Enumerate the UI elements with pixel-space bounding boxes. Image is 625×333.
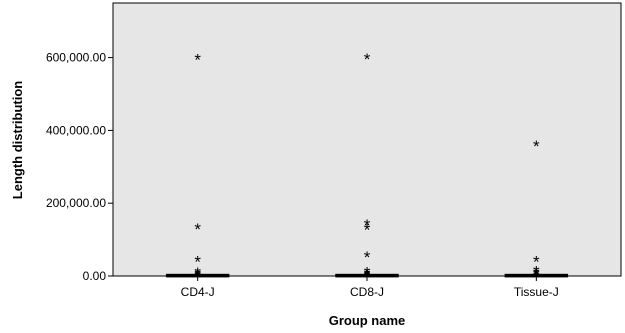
outlier-point: * — [533, 137, 540, 156]
outlier-point: * — [194, 220, 201, 239]
outlier-point: * — [533, 262, 540, 281]
y-tick-label: 400,000.00 — [46, 123, 106, 137]
outlier-point: * — [364, 221, 371, 240]
outlier-point: * — [194, 267, 201, 286]
y-tick-label: 200,000.00 — [46, 196, 106, 210]
outlier-point: * — [364, 265, 371, 284]
y-tick-label: 0.00 — [83, 269, 107, 283]
outlier-point: * — [194, 265, 201, 284]
x-tick-label: CD8-J — [350, 285, 384, 299]
box-series: ********************* — [165, 50, 569, 287]
box-cd8-j: ******** — [335, 50, 399, 287]
x-axis-title: Group name — [329, 313, 406, 328]
x-axis-ticks: CD4-J CD8-J Tissue-J — [181, 276, 559, 299]
outlier-point: * — [364, 268, 371, 287]
box-cd4-j: ******* — [165, 51, 230, 287]
x-tick-label: Tissue-J — [514, 285, 559, 299]
outlier-point: * — [364, 216, 371, 235]
outlier-point: * — [533, 253, 540, 272]
plot-area — [112, 2, 622, 277]
outlier-point: * — [533, 268, 540, 287]
box-tissue-j: ****** — [504, 137, 569, 287]
outlier-point: * — [364, 248, 371, 267]
outlier-point: * — [364, 264, 371, 283]
y-axis-ticks: 0.00 200,000.00 400,000.00 600,000.00 — [46, 51, 113, 283]
outlier-point: * — [194, 51, 201, 70]
outlier-point: * — [364, 50, 371, 69]
y-axis-title: Length distribution — [10, 81, 25, 199]
outlier-point: * — [364, 267, 371, 286]
outlier-point: * — [533, 265, 540, 284]
x-tick-label: CD4-J — [181, 285, 215, 299]
outlier-point: * — [194, 253, 201, 272]
outlier-point: * — [194, 268, 201, 287]
y-tick-label: 600,000.00 — [46, 51, 106, 65]
outlier-point: * — [194, 264, 201, 283]
outlier-point: * — [533, 266, 540, 285]
